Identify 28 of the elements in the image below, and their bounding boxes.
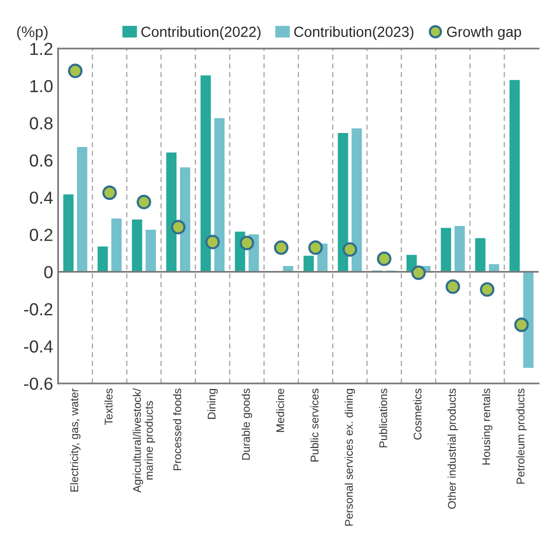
y-tick-label: 1.2 xyxy=(30,42,52,55)
x-tick-label: Textiles xyxy=(104,388,113,426)
x-tick-label: Housing rentals xyxy=(482,388,492,465)
y-tick-label: 0.2 xyxy=(30,228,52,242)
y-tick-label: 1.0 xyxy=(30,80,53,92)
y-tick-label: -0.4 xyxy=(24,340,53,353)
legend-label: Growth gap xyxy=(447,26,522,40)
y-tick-label: 0.8 xyxy=(30,117,52,130)
x-tick-label: Public services xyxy=(310,388,319,462)
legend-label: Contribution(2022) xyxy=(141,26,260,40)
x-tick-label: Petroleum products xyxy=(516,388,527,484)
y-tick-label: 0 xyxy=(44,266,53,278)
legend-label: Contribution(2023) xyxy=(294,26,414,40)
y-axis-title: (%p) xyxy=(17,26,48,40)
x-tick-label: Processed foods xyxy=(173,388,182,470)
y-tick-label: -0.6 xyxy=(24,378,52,390)
x-tick-label: Dining xyxy=(207,388,218,419)
x-tick-label: Electricity, gas, water xyxy=(70,388,80,492)
y-tick-label: -0.2 xyxy=(24,303,52,316)
x-tick-label: Agricultural/livestock/ marine products xyxy=(132,388,156,493)
y-tick-label: 0.6 xyxy=(30,154,52,167)
x-tick-label: Medicine xyxy=(276,388,284,432)
x-tick-label: Publications xyxy=(379,388,388,448)
x-tick-label: Other industrial products xyxy=(448,388,458,509)
x-tick-label: Durable goods xyxy=(242,388,252,460)
x-tick-label: Cosmetics xyxy=(413,388,422,440)
x-tick-label: Personal services ex. dining xyxy=(344,388,356,526)
y-tick-label: 0.4 xyxy=(30,192,53,204)
